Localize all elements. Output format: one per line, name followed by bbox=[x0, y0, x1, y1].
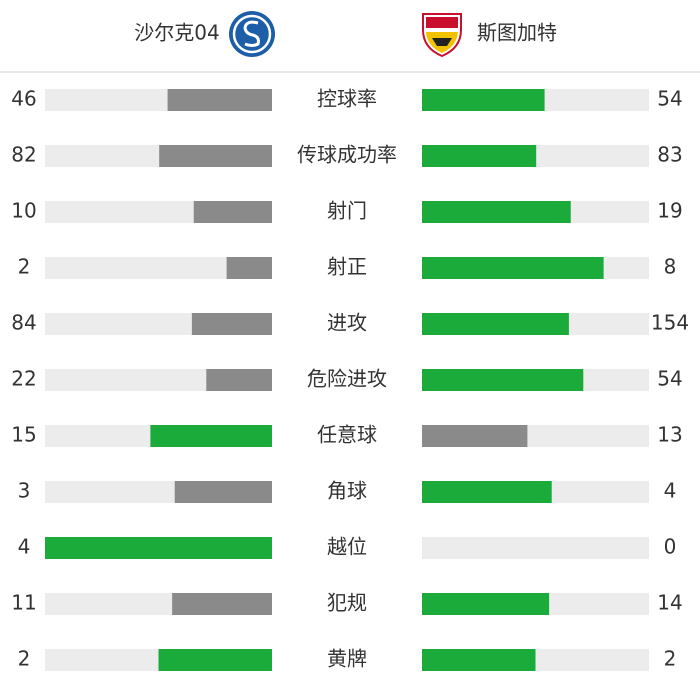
home-value: 4 bbox=[18, 535, 31, 559]
away-bar bbox=[422, 425, 528, 447]
home-track bbox=[45, 257, 272, 279]
away-value: 19 bbox=[657, 199, 682, 223]
stat-label: 任意球 bbox=[317, 423, 377, 447]
home-bar bbox=[150, 425, 272, 447]
home-bar bbox=[193, 201, 272, 223]
home-value: 15 bbox=[11, 423, 36, 447]
home-bar bbox=[158, 649, 272, 671]
away-bar bbox=[422, 593, 550, 615]
home-bar bbox=[167, 89, 272, 111]
stat-label: 控球率 bbox=[317, 87, 377, 111]
home-logo bbox=[229, 11, 275, 57]
stat-label: 黄牌 bbox=[327, 647, 367, 671]
away-value: 8 bbox=[664, 255, 677, 279]
away-bar bbox=[422, 313, 569, 335]
home-bar bbox=[191, 313, 272, 335]
away-bar bbox=[422, 201, 571, 223]
away-team-name: 斯图加特 bbox=[477, 21, 557, 45]
away-bar bbox=[422, 649, 536, 671]
away-track bbox=[422, 537, 649, 559]
away-value: 83 bbox=[657, 143, 682, 167]
away-value: 13 bbox=[657, 423, 682, 447]
away-logo bbox=[422, 13, 462, 58]
home-bar bbox=[174, 481, 272, 503]
home-bar bbox=[45, 537, 272, 559]
home-bar bbox=[159, 145, 272, 167]
home-value: 46 bbox=[11, 87, 36, 111]
away-value: 2 bbox=[664, 647, 677, 671]
away-value: 54 bbox=[657, 87, 682, 111]
home-team-name: 沙尔克04 bbox=[134, 21, 219, 45]
away-bar bbox=[422, 89, 545, 111]
stat-label: 进攻 bbox=[327, 311, 367, 335]
away-value: 54 bbox=[657, 367, 682, 391]
stat-label: 射门 bbox=[327, 199, 367, 223]
away-bar bbox=[422, 481, 552, 503]
home-value: 3 bbox=[18, 479, 31, 503]
away-value: 154 bbox=[651, 311, 689, 335]
stat-label: 危险进攻 bbox=[307, 367, 387, 391]
stat-label: 传球成功率 bbox=[297, 143, 397, 167]
stat-label: 角球 bbox=[327, 479, 367, 503]
away-bar bbox=[422, 369, 584, 391]
stat-label: 射正 bbox=[327, 255, 367, 279]
home-value: 84 bbox=[11, 311, 36, 335]
away-value: 4 bbox=[664, 479, 677, 503]
home-value: 2 bbox=[18, 255, 31, 279]
home-value: 2 bbox=[18, 647, 31, 671]
home-bar bbox=[206, 369, 272, 391]
home-value: 11 bbox=[11, 591, 36, 615]
stat-label: 犯规 bbox=[327, 591, 367, 615]
home-value: 82 bbox=[11, 143, 36, 167]
home-value: 10 bbox=[11, 199, 36, 223]
away-bar bbox=[422, 257, 604, 279]
home-bar bbox=[172, 593, 272, 615]
home-bar bbox=[226, 257, 272, 279]
away-value: 14 bbox=[657, 591, 682, 615]
away-value: 0 bbox=[664, 535, 677, 559]
home-value: 22 bbox=[11, 367, 36, 391]
away-bar bbox=[422, 145, 537, 167]
stat-label: 越位 bbox=[327, 535, 367, 559]
